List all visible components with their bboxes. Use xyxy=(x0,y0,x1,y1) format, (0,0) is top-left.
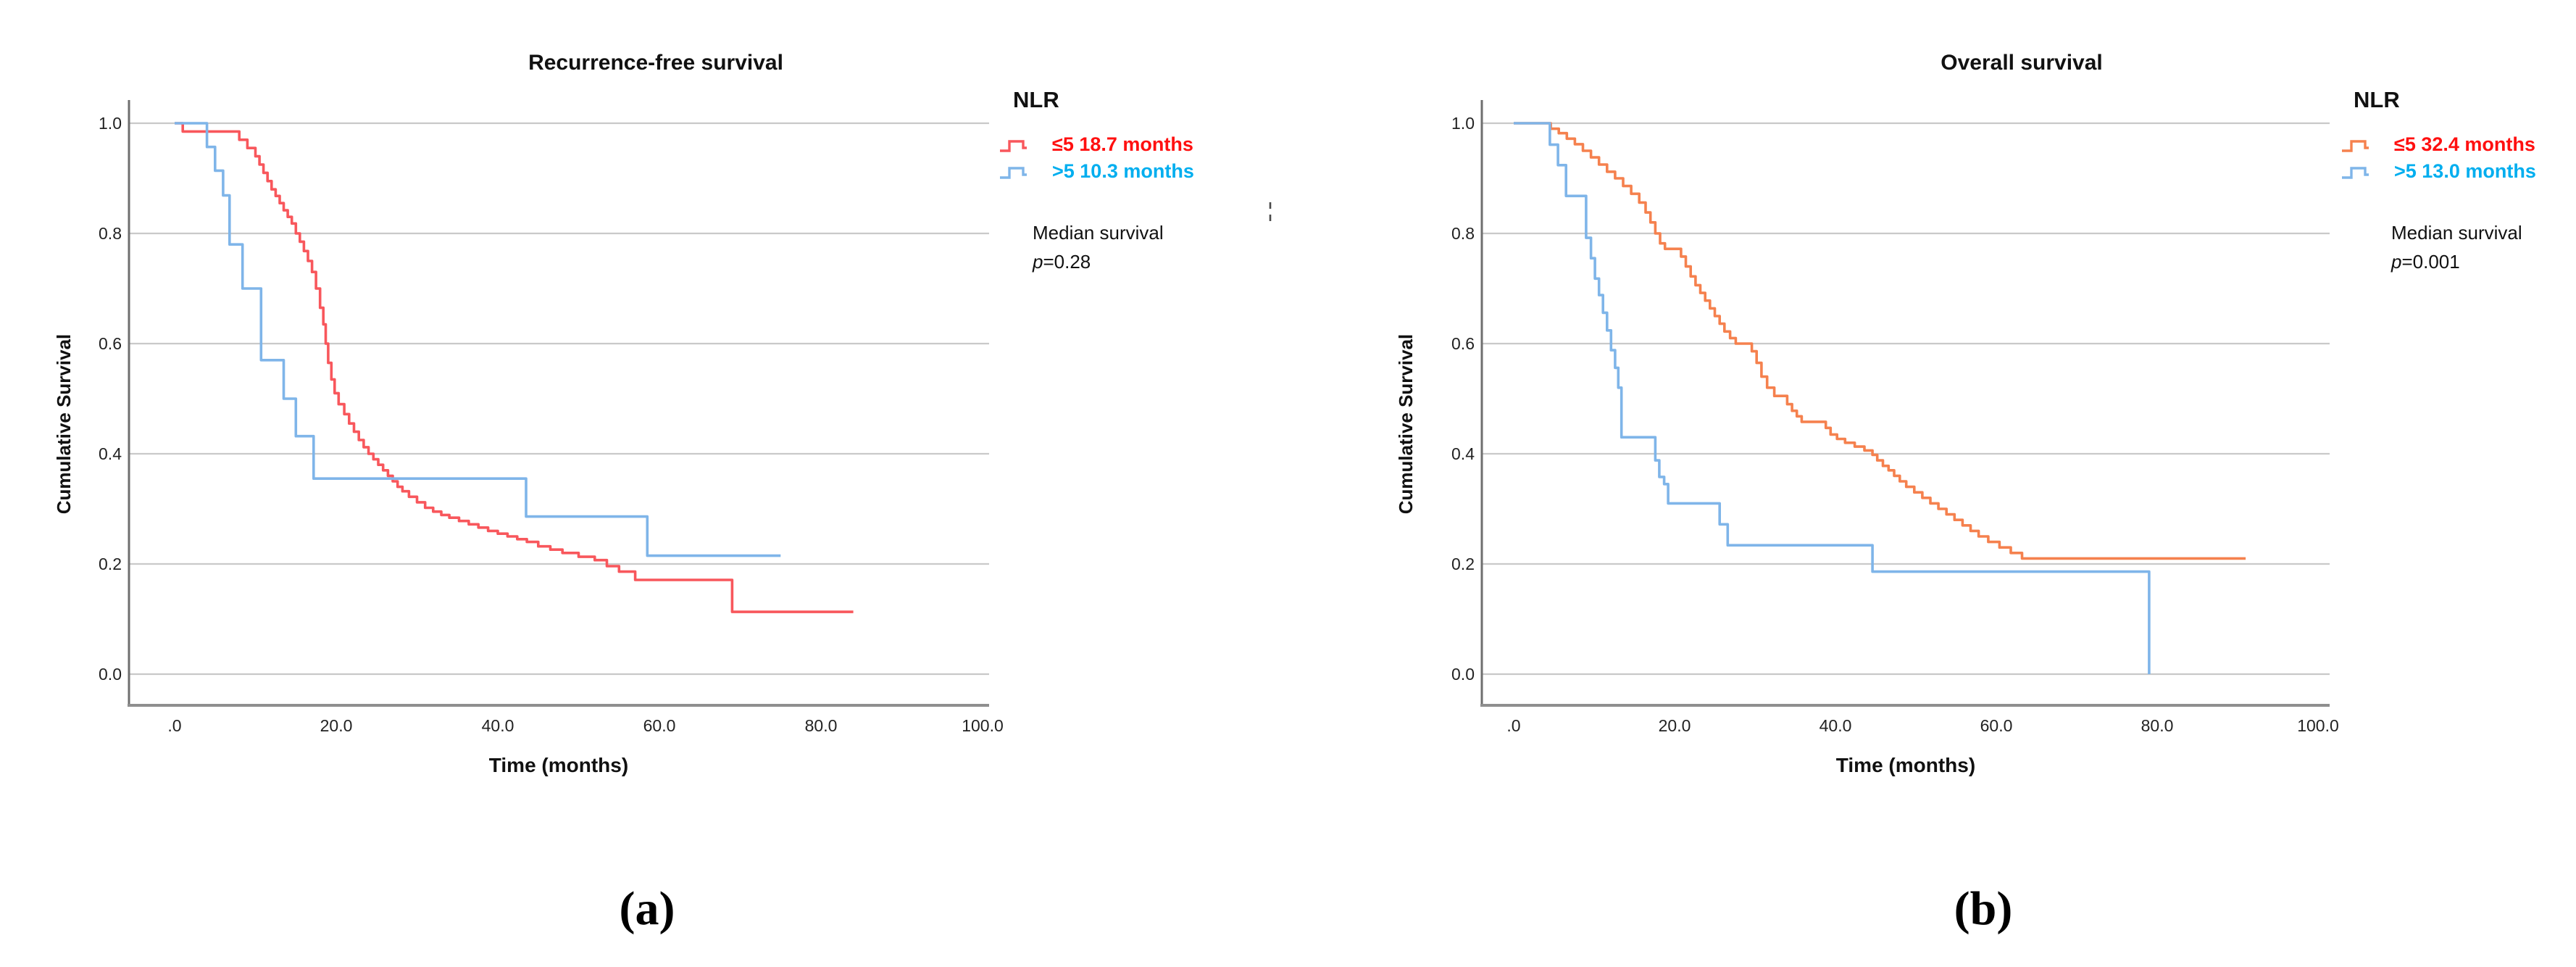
x-tick-label: 40.0 xyxy=(1819,716,1852,735)
km-curve-b-gt5 xyxy=(1514,122,2151,674)
p-symbol-a: p xyxy=(1033,251,1043,273)
legend-swatch-icon xyxy=(2342,167,2369,179)
y-tick-label: 0.2 xyxy=(1451,555,1475,573)
x-tick-label: 100.0 xyxy=(2297,716,2339,735)
x-tick-label: 20.0 xyxy=(320,716,353,735)
y-axis-label-b: Cumulative Survival xyxy=(1395,333,1417,515)
y-tick-label: 0.8 xyxy=(99,224,122,243)
y-tick-label: 0.4 xyxy=(1451,444,1475,463)
y-tick-label: 0.2 xyxy=(99,555,122,573)
y-tick-label: 0.6 xyxy=(1451,334,1475,353)
y-tick-label: 1.0 xyxy=(99,114,122,133)
km-curve-a-gt5 xyxy=(175,122,781,557)
legend-entry-a-gt5: >5 10.3 months xyxy=(1052,160,1194,182)
panel-letter-a: (a) xyxy=(619,882,675,935)
km-curve-a-le5 xyxy=(175,122,854,613)
legend-title-b: NLR xyxy=(2354,87,2400,112)
legend-title-a: NLR xyxy=(1013,87,1059,112)
legend-entry-b-gt5: >5 13.0 months xyxy=(2394,160,2536,182)
x-tick-label: 40.0 xyxy=(481,716,514,735)
x-tick-label: 80.0 xyxy=(2141,716,2174,735)
y-tick-label: 0.0 xyxy=(1451,665,1475,684)
p-number-a: =0.28 xyxy=(1043,251,1091,273)
y-axis-label-a: Cumulative Survival xyxy=(53,333,75,515)
chart-title-b: Overall survival xyxy=(1941,51,2103,75)
x-tick-label: 80.0 xyxy=(804,716,838,735)
legend-swatch-icon xyxy=(1000,140,1027,152)
median-survival-label-b: Median survival xyxy=(2391,222,2522,244)
y-tick-label: 1.0 xyxy=(1451,114,1475,133)
legend-swatch-icon xyxy=(1000,167,1027,179)
y-tick-label: 0.8 xyxy=(1451,224,1475,243)
panel-letter-b: (b) xyxy=(1954,882,2013,935)
y-tick-label: 0.0 xyxy=(99,665,122,684)
x-tick-label: 100.0 xyxy=(962,716,1004,735)
p-value-b: p=0.001 xyxy=(2391,249,2460,274)
median-survival-label-a: Median survival xyxy=(1033,222,1164,244)
legend-entry-b-le5: ≤5 32.4 months xyxy=(2394,133,2535,155)
x-tick-label: .0 xyxy=(1506,716,1521,735)
km-curve-b-le5 xyxy=(1514,122,2246,560)
x-tick-label: .0 xyxy=(167,716,182,735)
x-tick-label: 20.0 xyxy=(1658,716,1691,735)
p-symbol-b: p xyxy=(2391,251,2402,273)
y-tick-label: 0.4 xyxy=(99,444,122,463)
x-tick-label: 60.0 xyxy=(1980,716,2013,735)
x-axis-label-b: Time (months) xyxy=(1835,754,1976,776)
x-axis-label-a: Time (months) xyxy=(488,754,629,776)
chart-title-a: Recurrence-free survival xyxy=(528,51,783,75)
legend-entry-a-le5: ≤5 18.7 months xyxy=(1052,133,1193,155)
p-value-a: p=0.28 xyxy=(1033,249,1091,274)
p-number-b: =0.001 xyxy=(2401,251,2460,273)
x-tick-label: 60.0 xyxy=(643,716,676,735)
y-tick-label: 0.6 xyxy=(99,334,122,353)
legend-swatch-icon xyxy=(2342,140,2369,152)
